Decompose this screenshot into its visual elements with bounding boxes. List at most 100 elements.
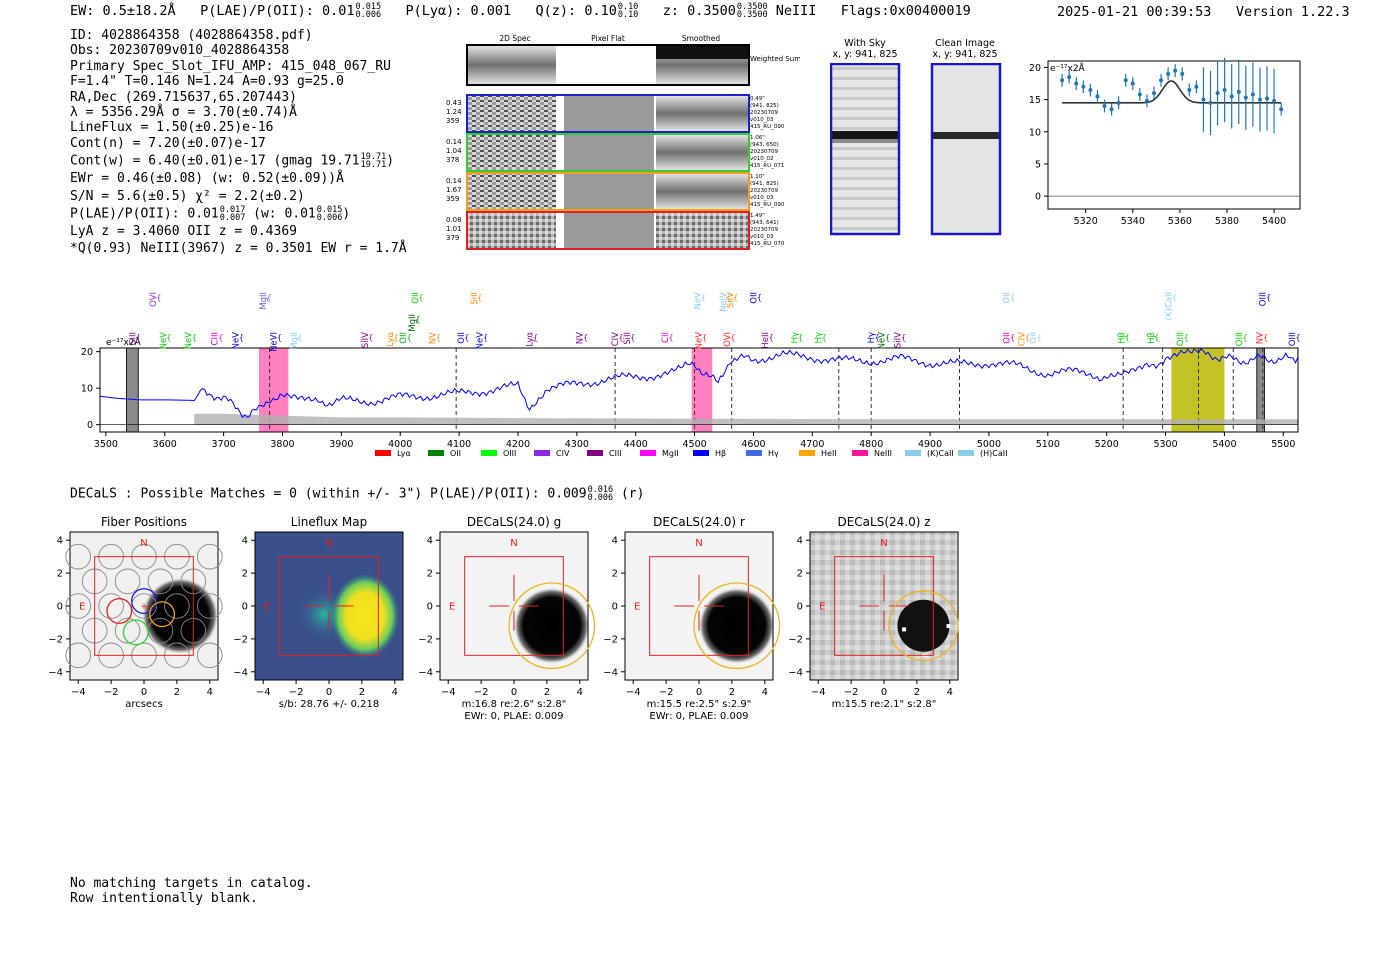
spectrum-line-label-bracket: { <box>885 333 890 342</box>
spectrum-line-label-bracket: { <box>1125 333 1130 342</box>
panel-y-tick-label: −2 <box>233 634 248 645</box>
spectrum-line <box>99 348 1299 419</box>
spectrum-line-label-bracket: { <box>757 293 762 302</box>
spectrum-line-label-bracket: { <box>1036 333 1041 342</box>
zoom-y-tick-label: 5 <box>1035 159 1041 170</box>
spectrum-y-tick-label: 10 <box>81 384 93 395</box>
spectrum-line-label: NeIV <box>719 292 729 312</box>
spectrum-shaded-region <box>125 347 139 433</box>
panel-x-tick-label: −4 <box>811 687 826 698</box>
zoom-unit-label: e⁻¹⁷x2Å <box>1050 62 1086 74</box>
aperture-box <box>834 556 934 656</box>
spectrum-line-label: CIV <box>611 332 621 346</box>
spectrum-line-label: MgII <box>259 292 269 310</box>
cutout-row-number: 379 <box>446 234 459 242</box>
zoom-data-point <box>1144 98 1149 103</box>
spectrum-line-label: NeV <box>231 332 241 350</box>
zoom-data-point <box>1159 78 1164 83</box>
spectrum-x-tick-label: 5500 <box>1271 439 1295 450</box>
zoom-data-point <box>1208 100 1213 105</box>
image-panel: N E −4 −4 −2 −2 0 0 2 2 4 4 DECaLS(24.0) z m:15.5 re:… <box>788 515 959 710</box>
image-panel: N E −4 −4 −2 −2 0 0 2 2 4 4 DECaLS(24.0) r m:15.5 re:… <box>603 515 781 722</box>
east-label: E <box>634 602 640 613</box>
info-line: ID: 4028864358 (4028864358.pdf) <box>70 28 313 43</box>
info-sn: S/N = 5.6(±0.5) χ² = 2.2(±0.2) <box>70 188 305 204</box>
cutout-col-title: Pixel Flat <box>591 34 625 43</box>
panel-x-tick-label: 2 <box>729 687 735 698</box>
spectrum-line-label-bracket: { <box>266 293 271 302</box>
spectrum-line-label-bracket: { <box>436 333 441 342</box>
spectrum-line-label-bracket: { <box>619 333 624 342</box>
spectrum-x-tick-label: 3500 <box>94 439 118 450</box>
info-cont-w: Cont(w) = 6.40(±0.01)e-17 (gmag 19.71 19.… <box>70 152 395 171</box>
spectrum-line-label: Hγ <box>791 332 801 343</box>
panel-caption: EWr: 0, PLAE: 0.009 <box>464 711 563 722</box>
footer-notes: No matching targets in catalog. Row inte… <box>70 876 313 906</box>
info-qline: *Q(0.93) NeIII(3967) z = 0.3501 EW r = 1… <box>70 241 407 257</box>
spectrum-line-label-bracket: { <box>166 333 171 342</box>
panel-x-tick-label: 0 <box>141 687 147 698</box>
panel-caption: m:15.5 re:2.5" s:2.9" <box>647 699 752 710</box>
spectrum-line-label: SiIV <box>361 332 371 348</box>
fiber-circle <box>65 593 92 619</box>
header-z: z: 0.3500 <box>662 3 736 19</box>
cutout-2d-spec <box>468 173 556 210</box>
header-plae-bounds: 0.015 0.006 <box>355 2 382 20</box>
spectrum-x-tick-label: 4300 <box>565 439 589 450</box>
fiber-circle <box>98 593 124 619</box>
panel-x-tick-label: −2 <box>844 687 859 698</box>
spectrum-line-label-bracket: { <box>1010 293 1015 302</box>
info-line: F=1.4" T=0.146 N=1.24 A=0.93 g=25.0 <box>70 74 344 90</box>
east-label: E <box>79 602 85 613</box>
spectrum-x-tick-label: 3900 <box>329 439 353 450</box>
spectrum-line-label: OII <box>1029 332 1039 344</box>
fiber-highlight <box>122 619 149 646</box>
panel-x-tick-label: −4 <box>441 687 456 698</box>
zoom-data-point <box>1067 75 1072 80</box>
zoom-data-point <box>1265 96 1270 101</box>
zoom-data-point <box>1257 97 1262 102</box>
fiber-circle <box>164 593 190 619</box>
zoom-y-tick-label: 20 <box>1029 63 1041 74</box>
decals-summary: DECaLS : Possible Matches = 0 (within +/… <box>70 485 645 503</box>
spectrum-line-label-bracket: { <box>822 333 827 342</box>
fiber-highlight <box>149 601 176 628</box>
info-plae: P(LAE)/P(OII): 0.01 0.017 0.007 (w: 0.01 0.… <box>70 205 351 224</box>
info-line: Cont(n) = 7.20(±0.07)e-17 <box>70 135 266 151</box>
cutout-row-meta: 415_RU_090 <box>750 124 785 130</box>
spectrum-line-label-bracket: { <box>901 333 906 342</box>
cutout-row-meta: (943, 641) <box>750 220 779 226</box>
spectrum-line-label-bracket: { <box>630 333 635 342</box>
panel-y-tick-label: −4 <box>48 667 63 678</box>
sky-panels <box>830 63 1002 236</box>
lineflux-blob <box>331 573 400 658</box>
legend-label: Hβ <box>715 449 726 458</box>
cutout-col-title: 2D Spec <box>499 34 530 43</box>
spectrum-line-label-bracket: { <box>669 333 674 342</box>
panel-y-tick-label: 4 <box>612 536 618 547</box>
zoom-frame <box>1047 60 1301 210</box>
panel-y-tick-label: −4 <box>233 667 248 678</box>
cutout-row-number: 0.43 <box>446 99 462 107</box>
aperture-box <box>94 556 194 656</box>
legend-swatch <box>958 450 974 456</box>
spectrum-line-label-bracket: { <box>1184 333 1189 342</box>
zoom-data-point <box>1243 95 1248 100</box>
panel-x-tick-label: 4 <box>577 687 583 698</box>
spectrum-x-tick-label: 4700 <box>800 439 824 450</box>
source-blob <box>513 587 590 664</box>
cutout-row-number: 0.14 <box>446 177 462 185</box>
spectrum-line-label: Hβ <box>1147 332 1157 344</box>
spectrum-line-label: Lyα <box>386 332 396 347</box>
panel-x-tick-label: 2 <box>359 687 365 698</box>
cutout-2d-spec <box>468 212 556 249</box>
spectrum-line-label-bracket: { <box>239 333 244 342</box>
cutout-pixel-flat <box>564 134 654 171</box>
panel-x-tick-label: −2 <box>104 687 119 698</box>
spectrum-line-label: SiII <box>623 332 633 345</box>
zoom-data-point <box>1236 89 1241 94</box>
zoom-data-point <box>1173 68 1178 73</box>
ellipse-fit <box>693 582 781 670</box>
weighted-sum-row: Weighted Sum <box>466 44 800 86</box>
